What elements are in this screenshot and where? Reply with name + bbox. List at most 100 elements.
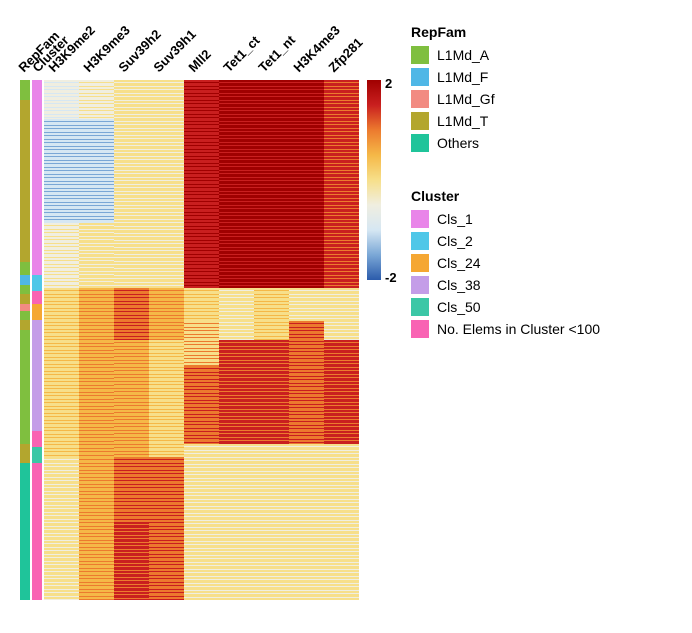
heatmap-segment [114, 522, 149, 600]
column-label: Mll2 [185, 47, 213, 75]
legend-label: Cls_50 [437, 299, 481, 315]
heatmap-segment [289, 321, 324, 445]
legend-item: L1Md_F [411, 68, 600, 86]
annotation-cell [20, 80, 30, 100]
heatmap-segment [79, 223, 114, 288]
legend-label: L1Md_Gf [437, 91, 495, 107]
legends-panel: RepFam L1Md_A L1Md_F L1Md_Gf L1Md_T Others C… [411, 20, 600, 342]
annotation-cell [20, 275, 30, 285]
heatmap-column [219, 80, 254, 600]
annotation-cell [32, 431, 42, 447]
heatmap-segment [149, 288, 184, 340]
heatmap-segment [324, 288, 359, 340]
legend-item: Cls_24 [411, 254, 600, 272]
legend-item: L1Md_Gf [411, 90, 600, 108]
annotation-cell [20, 109, 30, 262]
legend-swatch [411, 254, 429, 272]
heatmap-segment [184, 80, 219, 288]
legend-label: Cls_2 [437, 233, 473, 249]
annotation-cell [32, 447, 42, 464]
heatmap-segment [219, 444, 254, 600]
annotation-cell [32, 80, 42, 275]
heatmap-segment [44, 223, 79, 288]
heatmap-segment [289, 288, 324, 321]
annotation-cell [32, 304, 42, 321]
cluster-legend-title: Cluster [411, 188, 600, 204]
legend-item: L1Md_T [411, 112, 600, 130]
colorbar: 2 -2 [367, 80, 381, 280]
heatmap-segment [219, 80, 254, 288]
cluster-legend: Cls_1 Cls_2 Cls_24 Cls_38 Cls_50 No. Elems in… [411, 210, 600, 338]
heatmap-panel: RepFamClusterH3K9me2H3K9me3Suv39h2Suv39h… [20, 20, 381, 600]
figure-container: RepFamClusterH3K9me2H3K9me3Suv39h2Suv39h… [20, 20, 672, 600]
heatmap-segment [254, 288, 289, 340]
repfam-legend: L1Md_A L1Md_F L1Md_Gf L1Md_T Others [411, 46, 600, 152]
heatmap-segment [289, 444, 324, 600]
legend-swatch [411, 320, 429, 338]
column-labels: RepFamClusterH3K9me2H3K9me3Suv39h2Suv39h… [20, 20, 381, 80]
heatmap-segment [219, 340, 254, 444]
heatmap-segment [324, 340, 359, 444]
heatmap-segment [184, 288, 219, 321]
heatmap-column [254, 80, 289, 600]
legend-item: Cls_1 [411, 210, 600, 228]
legend-item: No. Elems in Cluster <100 [411, 320, 600, 338]
legend-swatch [411, 276, 429, 294]
legend-label: Cls_1 [437, 211, 473, 227]
annotation-cell [20, 100, 30, 109]
heatmap-column [44, 80, 79, 600]
repfam-legend-title: RepFam [411, 24, 600, 40]
heatmap-segment [289, 80, 324, 288]
heatmap-segment [114, 80, 149, 288]
heatmap-segment [254, 444, 289, 600]
heatmap-segment [114, 288, 149, 340]
heatmap-segment [44, 119, 79, 223]
legend-label: L1Md_T [437, 113, 488, 129]
heatmap-segment [44, 80, 79, 119]
annotation-cell [20, 330, 30, 444]
heatmap-column [114, 80, 149, 600]
heatmap-column [289, 80, 324, 600]
legend-swatch [411, 210, 429, 228]
heatmap-segment [79, 457, 114, 600]
heatmap-column [79, 80, 114, 600]
heatmap-segment [254, 340, 289, 444]
annotation-cell [20, 311, 30, 320]
legend-item: Others [411, 134, 600, 152]
legend-swatch [411, 46, 429, 64]
heatmap-segment [184, 444, 219, 600]
heatmap-segment [149, 340, 184, 457]
legend-label: L1Md_F [437, 69, 488, 85]
legend-item: L1Md_A [411, 46, 600, 64]
annotation-cell [20, 304, 30, 312]
legend-swatch [411, 68, 429, 86]
column-label: Tet1_nt [255, 32, 298, 75]
heatmap-column [324, 80, 359, 600]
annotation-cell [20, 320, 30, 329]
legend-swatch [411, 232, 429, 250]
heatmap-segment [79, 119, 114, 223]
annotation-cell [20, 294, 30, 303]
heatmap-segment [44, 457, 79, 600]
legend-label: Others [437, 135, 479, 151]
repfam-annotation-column [20, 80, 30, 600]
colorbar-container: 2 -2 [367, 80, 381, 600]
heatmap-segment [184, 366, 219, 444]
cluster-annotation-column [32, 80, 42, 600]
legend-swatch [411, 134, 429, 152]
legend-label: No. Elems in Cluster <100 [437, 321, 600, 337]
legend-swatch [411, 112, 429, 130]
heatmap-segment [114, 340, 149, 457]
heatmap-segment [79, 288, 114, 457]
heatmap-segment [79, 80, 114, 119]
annotation-cell [32, 320, 42, 431]
annotation-cell [20, 262, 30, 275]
heatmap-grid [44, 80, 359, 600]
legend-item: Cls_38 [411, 276, 600, 294]
heatmap-segment [184, 321, 219, 367]
heatmap-column [184, 80, 219, 600]
heatmap-segment [324, 80, 359, 288]
colorbar-min-label: -2 [385, 270, 397, 285]
colorbar-max-label: 2 [385, 76, 392, 91]
legend-swatch [411, 298, 429, 316]
